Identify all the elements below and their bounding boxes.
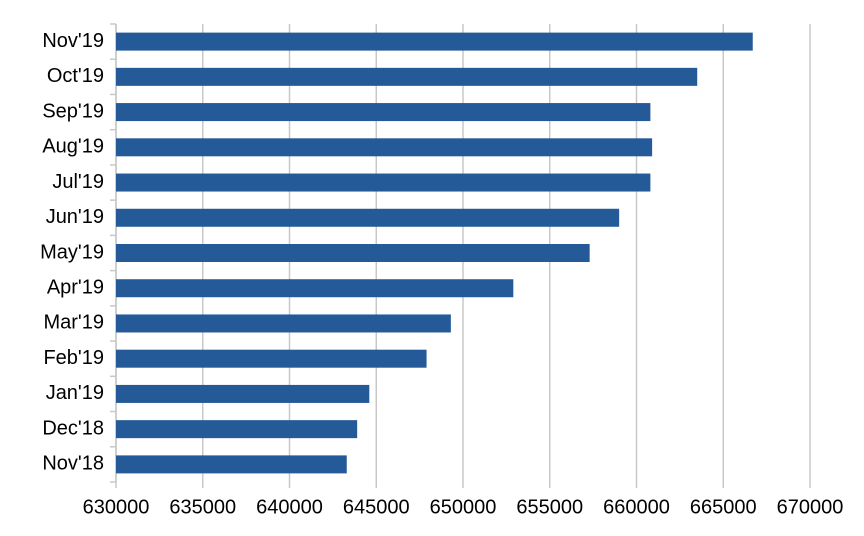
y-tick-label: Sep'19 <box>42 100 104 122</box>
y-tick-label: Jan'19 <box>46 382 104 404</box>
x-tick-label: 660000 <box>603 496 670 518</box>
y-tick-label: Apr'19 <box>47 277 104 299</box>
y-tick-label: Oct'19 <box>47 65 104 87</box>
y-tick-label: Feb'19 <box>43 347 104 369</box>
y-tick-label: Nov'19 <box>42 30 104 52</box>
bar <box>116 420 358 439</box>
x-tick-label: 655000 <box>516 496 583 518</box>
y-tick-label: Jul'19 <box>52 171 104 193</box>
y-tick-label: Aug'19 <box>42 136 104 158</box>
y-tick-label: Nov'18 <box>42 453 104 475</box>
bar <box>116 384 370 403</box>
bar <box>116 279 514 298</box>
bar <box>116 173 651 192</box>
bar <box>116 244 590 262</box>
bar <box>116 103 651 122</box>
bar <box>116 349 427 368</box>
x-tick-label: 635000 <box>169 496 236 518</box>
bar <box>116 67 698 86</box>
y-tick-label: Jun'19 <box>46 206 104 228</box>
bar <box>116 314 451 333</box>
y-tick-label: Dec'18 <box>42 417 104 439</box>
x-tick-label: 665000 <box>690 496 757 518</box>
bar <box>116 32 753 51</box>
y-tick-label: Mar'19 <box>43 312 104 334</box>
x-tick-label: 650000 <box>430 496 497 518</box>
y-tick-label: May'19 <box>40 241 104 263</box>
bar <box>116 138 653 157</box>
bar <box>116 455 347 474</box>
x-tick-label: 630000 <box>83 496 150 518</box>
x-tick-label: 645000 <box>343 496 410 518</box>
x-tick-label: 670000 <box>777 496 844 518</box>
x-tick-label: 640000 <box>256 496 323 518</box>
bar <box>116 208 620 227</box>
